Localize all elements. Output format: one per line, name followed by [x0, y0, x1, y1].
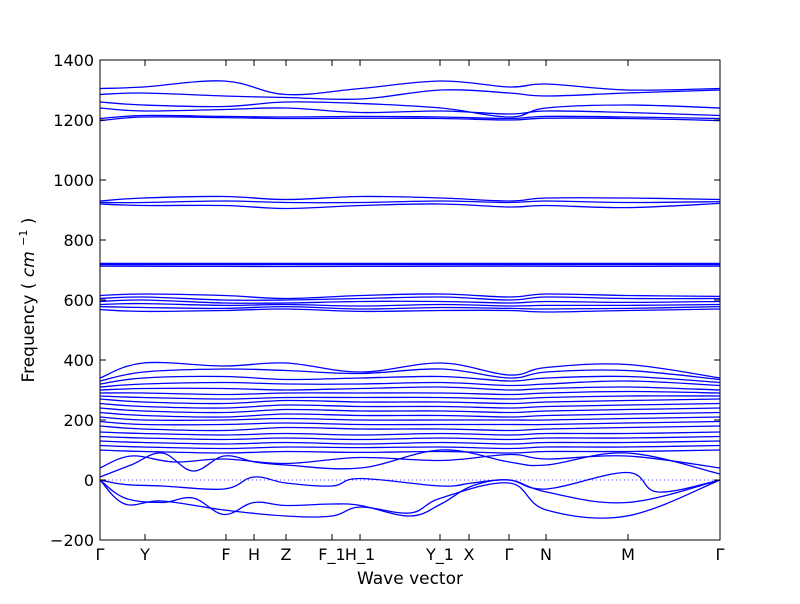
x-tick-label-5: F_1	[318, 545, 345, 565]
y-axis-title-close-paren: )	[19, 218, 39, 225]
x-tick-label-3: H	[248, 545, 260, 564]
y-axis-title-unit: cm	[19, 251, 39, 277]
y-tick-label--200: −200	[50, 531, 94, 550]
x-axis-title: Wave vector	[357, 569, 463, 589]
y-axis-title-unit-exponent: −1	[17, 230, 30, 246]
y-axis-title: Frequency ( cm −1 )	[12, 218, 39, 383]
y-tick-label-1200: 1200	[53, 111, 94, 130]
x-tick-label-0: Γ	[96, 545, 105, 564]
x-tick-label-9: Γ	[505, 545, 514, 564]
y-tick-label-400: 400	[63, 351, 94, 370]
y-tick-label-200: 200	[63, 411, 94, 430]
x-tick-label-11: M	[621, 545, 635, 564]
x-tick-label-8: X	[464, 545, 475, 564]
x-tick-label-7: Y_1	[425, 545, 454, 565]
y-axis-title-text: Frequency	[19, 295, 39, 383]
plot-area	[100, 60, 720, 540]
y-tick-label-1400: 1400	[53, 51, 94, 70]
y-tick-label-600: 600	[63, 291, 94, 310]
y-tick-label-800: 800	[63, 231, 94, 250]
x-tick-label-2: F	[221, 545, 230, 564]
x-tick-label-6: H_1	[345, 545, 375, 565]
y-tick-label-1000: 1000	[53, 171, 94, 190]
y-axis-title-open-paren: (	[19, 283, 39, 290]
y-tick-label-0: 0	[84, 471, 94, 490]
x-tick-label-4: Z	[281, 545, 292, 564]
x-tick-label-12: Γ	[716, 545, 725, 564]
x-tick-label-1: Y	[139, 545, 150, 564]
x-tick-label-10: N	[540, 545, 552, 564]
